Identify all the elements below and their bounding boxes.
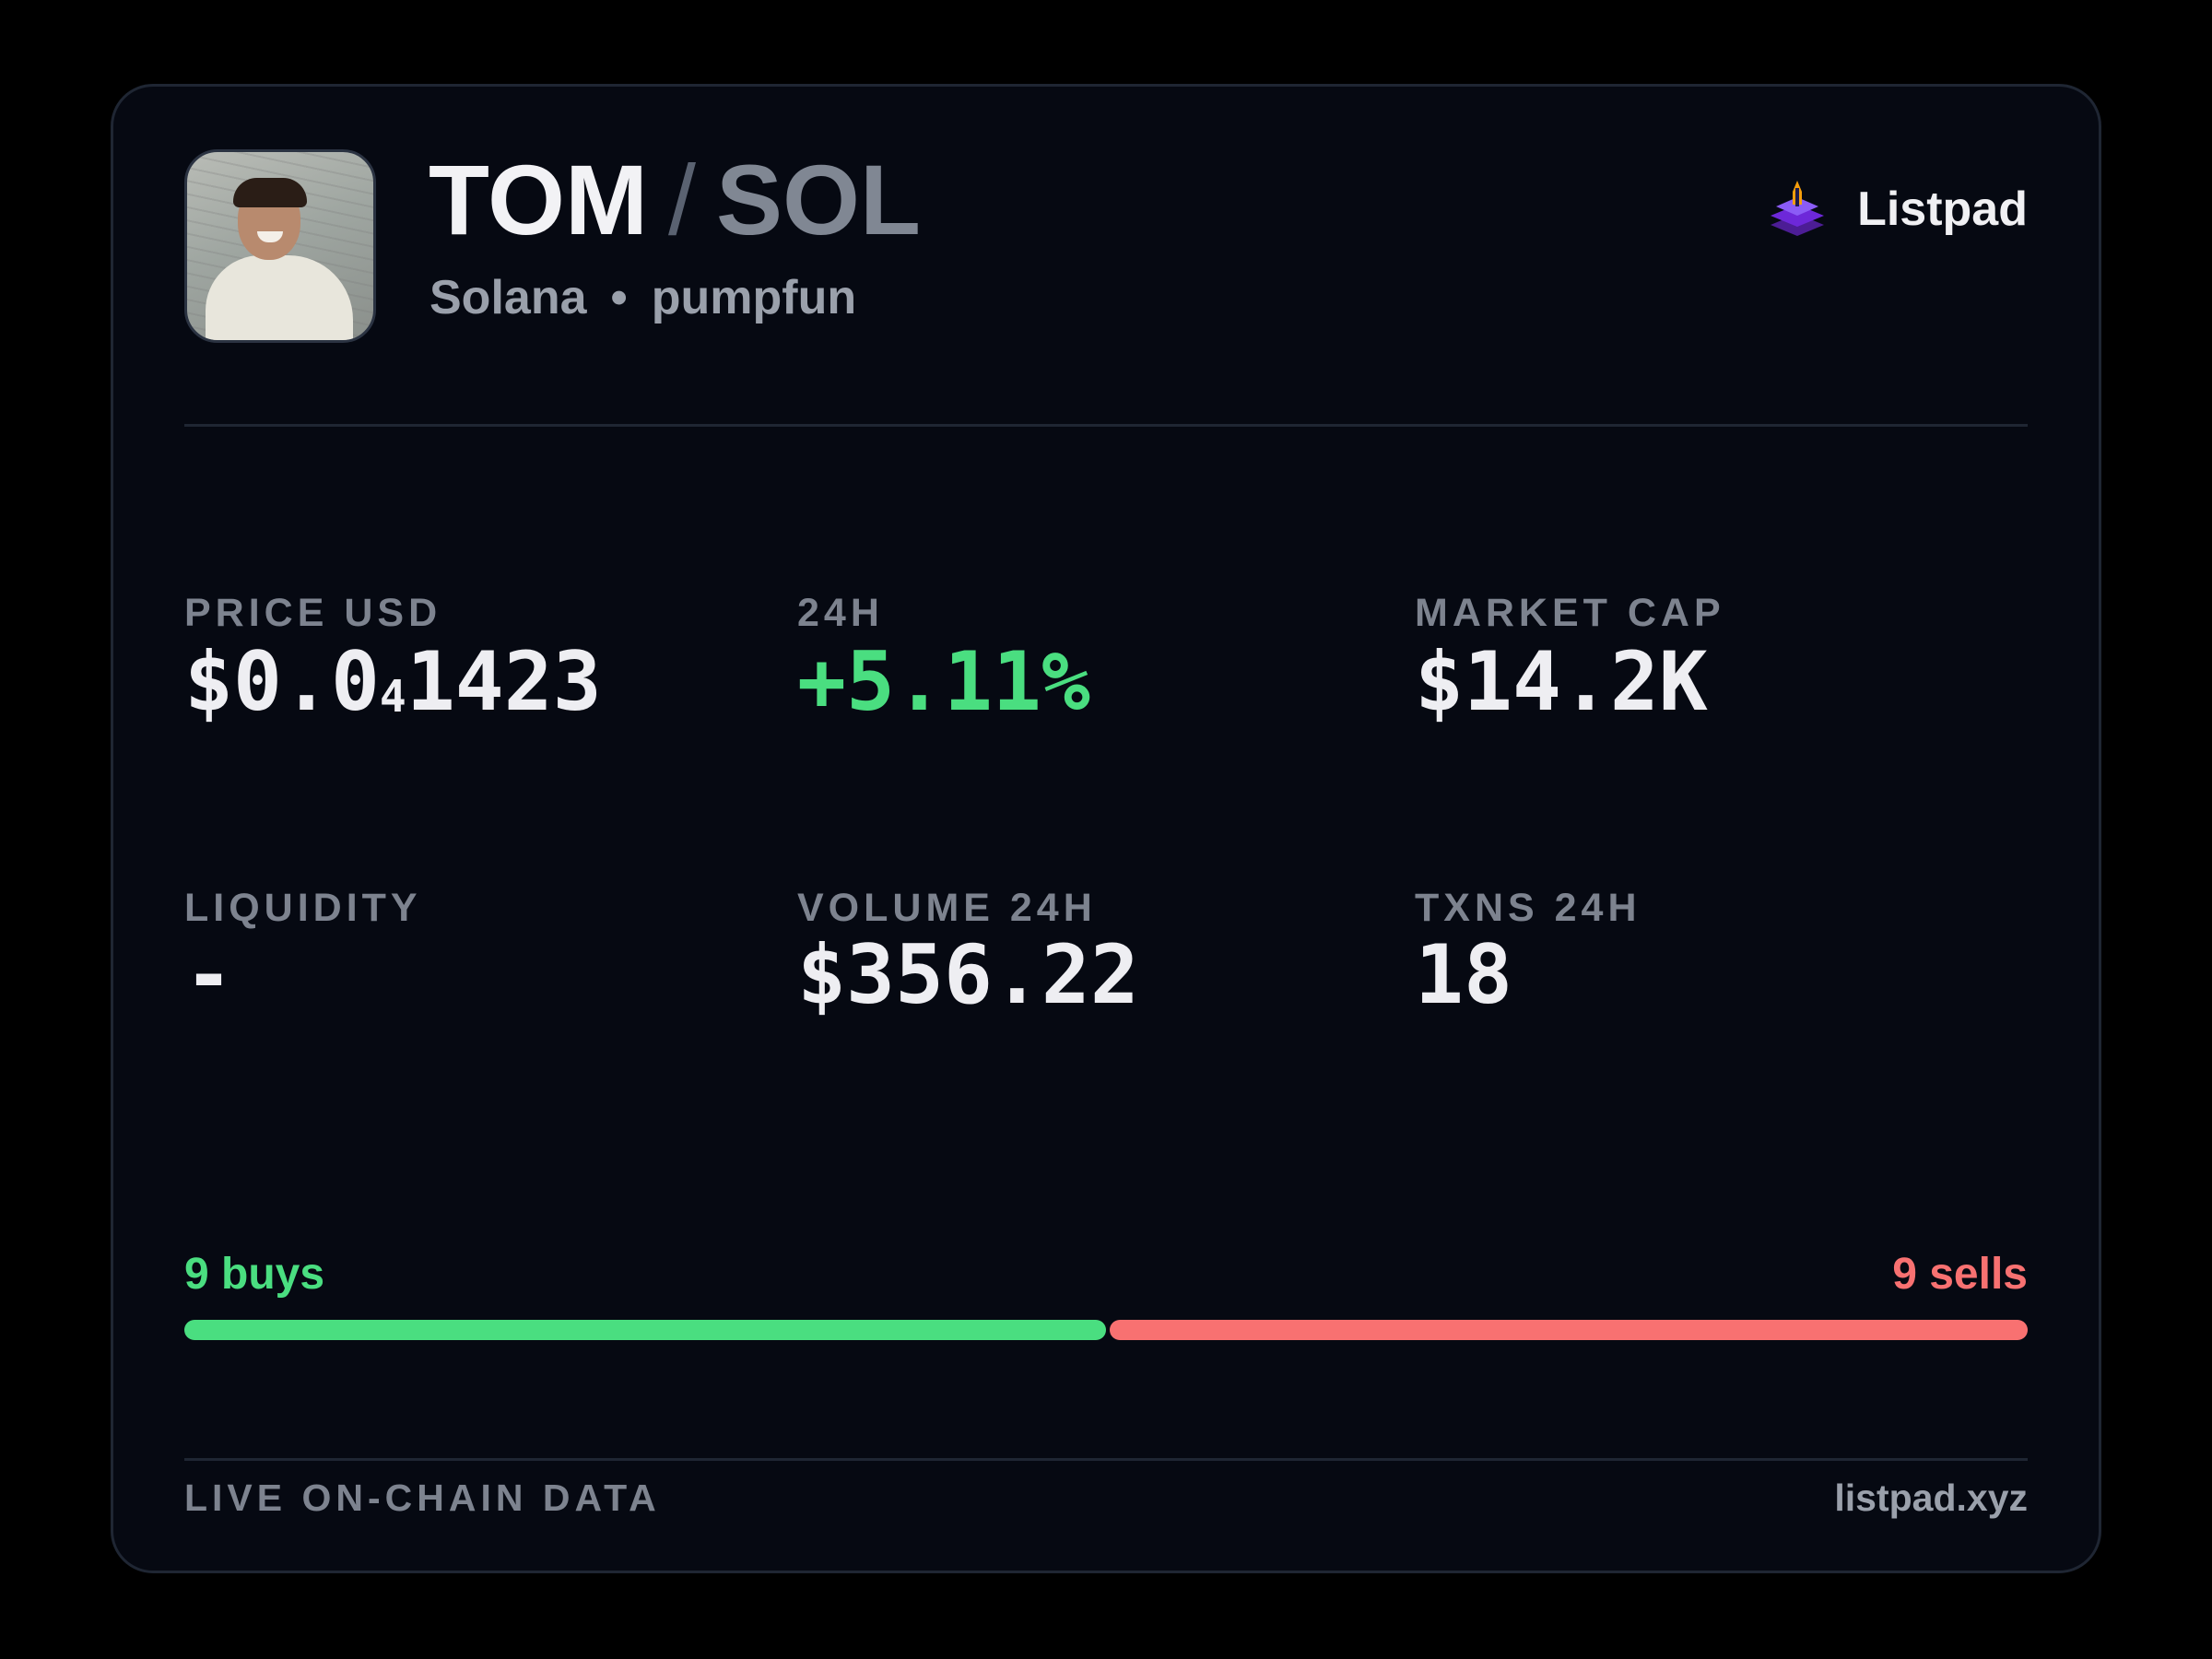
brand[interactable]: Listpad	[1765, 177, 2028, 241]
pair-subtitle: Solana • pumpfun	[429, 270, 856, 325]
avatar-shirt	[206, 255, 353, 340]
liquidity-label: LIQUIDITY	[184, 886, 422, 930]
quote-symbol: SOL	[716, 144, 922, 255]
brand-label: Listpad	[1857, 182, 2028, 236]
liquidity-value: -	[184, 927, 233, 1022]
market-cap-label: MARKET CAP	[1415, 591, 1725, 635]
volume-24h-value: $356.22	[797, 927, 1139, 1022]
sells-label: 9 sells	[1892, 1250, 2028, 1299]
base-symbol: TOM	[429, 144, 648, 255]
header-divider	[184, 424, 2028, 427]
avatar-hair	[233, 178, 307, 207]
buys-label: 9 buys	[184, 1250, 325, 1299]
chain-name: Solana	[429, 271, 587, 324]
price-digits: 1423	[406, 634, 602, 729]
txns-24h-label: TXNS 24H	[1415, 886, 1641, 930]
sell-bar-segment	[1110, 1320, 2028, 1340]
avatar-smile	[257, 231, 283, 242]
change-24h-label: 24H	[797, 591, 884, 635]
volume-24h-label: VOLUME 24H	[797, 886, 1097, 930]
footer-divider	[184, 1458, 2028, 1461]
buy-sell-bar	[184, 1320, 2028, 1340]
pair-title: TOM / SOL	[429, 140, 921, 260]
listpad-logo-icon	[1771, 181, 1825, 236]
token-avatar	[184, 149, 376, 343]
price-zero-count: 4	[379, 671, 406, 723]
price-value: $0.041423	[184, 636, 602, 741]
subtitle-dot: •	[610, 271, 628, 324]
buy-bar-segment	[184, 1320, 1106, 1340]
price-prefix: $0.0	[184, 634, 380, 729]
change-24h-value: +5.11%	[797, 634, 1090, 729]
footer-caption: LIVE ON-CHAIN DATA	[184, 1477, 661, 1519]
txns-24h-value: 18	[1415, 927, 1512, 1022]
dex-name: pumpfun	[651, 271, 857, 324]
price-label: PRICE USD	[184, 591, 442, 635]
pair-separator: /	[668, 144, 697, 255]
footer-link[interactable]: listpad.xyz	[1834, 1477, 2028, 1519]
market-cap-value: $14.2K	[1415, 634, 1708, 729]
token-card	[111, 84, 2101, 1573]
